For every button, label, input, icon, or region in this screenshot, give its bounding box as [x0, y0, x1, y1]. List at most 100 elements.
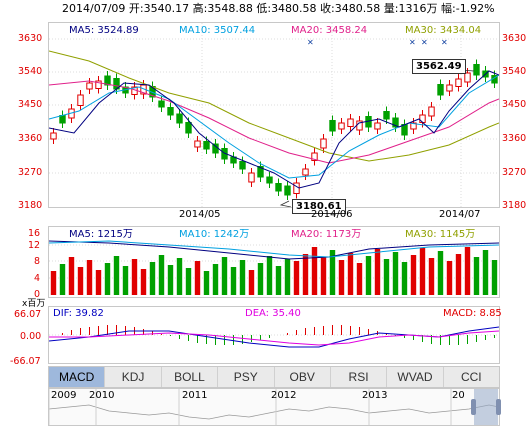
left-drag-handle[interactable] — [471, 399, 476, 415]
macd-chart-svg — [49, 325, 499, 348]
candle — [257, 161, 264, 182]
tab-boll[interactable]: BOLL — [162, 367, 219, 387]
ma-markers: ✕ ✕ ✕ ✕ — [307, 38, 448, 47]
overview-year: 2011 — [182, 390, 208, 401]
volume-label: 量: — [383, 2, 399, 15]
vol-y-tick: 4 — [34, 273, 41, 284]
volume-bar — [266, 256, 273, 295]
volume-bar — [347, 253, 354, 295]
indicator-tabs: MACD KDJ BOLL PSY OBV RSI WVAD CCI — [48, 366, 500, 388]
dea-line — [49, 330, 499, 346]
candle — [302, 164, 309, 180]
ma10-legend: MA10: 3507.44 — [179, 25, 256, 36]
volume-bar — [50, 271, 57, 295]
overview-year: 2010 — [89, 390, 115, 401]
candle — [464, 68, 471, 87]
volume-bar — [194, 261, 201, 295]
price-y-tick-left: 3360 — [18, 133, 43, 144]
volume-bar — [302, 254, 309, 295]
tab-macd[interactable]: MACD — [49, 367, 106, 387]
macd-y-tick: 66.07 — [14, 309, 42, 320]
volume-bar — [113, 256, 120, 295]
volume-bar — [257, 263, 264, 295]
high-value: 3548.88 — [207, 2, 253, 15]
volume-bar — [464, 247, 471, 295]
vol-ma10-legend: MA10: 1242万 — [179, 229, 250, 240]
candle — [77, 90, 84, 111]
volume-chart-svg — [49, 240, 499, 295]
vol-y-tick: 0 — [34, 289, 41, 300]
overview-year: 2012 — [271, 390, 297, 401]
volume-ma-line-2 — [49, 240, 499, 258]
dif-legend: DIF: 39.82 — [53, 308, 104, 319]
volume-bar — [221, 257, 228, 295]
candle — [194, 136, 201, 152]
change-label: 幅: — [441, 2, 456, 15]
right-drag-handle[interactable] — [496, 399, 501, 415]
price-y-tick-left: 3630 — [18, 33, 43, 44]
tab-wvad[interactable]: WVAD — [387, 367, 444, 387]
volume-bar — [176, 258, 183, 295]
volume-chart-panel[interactable]: MA5: 1215万 MA10: 1242万 MA20: 1173万 MA30:… — [48, 226, 500, 298]
tab-psy[interactable]: PSY — [218, 367, 275, 387]
volume-bar — [491, 260, 498, 295]
candle — [293, 178, 300, 199]
close-value: 3480.58 — [334, 2, 381, 15]
volume-bar — [131, 259, 138, 295]
price-y-tick-right: 3180 — [502, 200, 526, 211]
low-label: 低: — [256, 2, 272, 15]
price-chart-panel[interactable]: ✕ ✕ ✕ ✕ MA5: 3524.89 MA10: 3507.44 MA20: 34… — [48, 22, 500, 220]
macd-chart-panel[interactable]: DIF: 39.82 DEA: 35.40 MACD: 8.85 — [48, 306, 502, 364]
close-label: 收: — [320, 2, 335, 15]
volume-bar — [140, 269, 147, 295]
candle — [455, 74, 462, 92]
candle — [338, 118, 345, 134]
volume-bar — [185, 268, 192, 295]
price-y-tick-right: 3450 — [502, 99, 526, 110]
overview-year: 2009 — [51, 390, 77, 401]
volume-bar — [86, 260, 93, 295]
overview-line — [49, 404, 499, 420]
overview-navigator[interactable]: 2009 2010 2011 2012 2013 20 — [48, 388, 501, 426]
volume-bar — [203, 271, 210, 295]
volume-bar — [374, 249, 381, 295]
volume-bar — [230, 267, 237, 295]
overview-selection-window[interactable] — [471, 389, 501, 425]
candle — [104, 71, 111, 90]
volume-bar — [284, 259, 291, 295]
candle — [239, 156, 246, 174]
candle — [266, 172, 273, 188]
tab-kdj[interactable]: KDJ — [105, 367, 162, 387]
tab-rsi[interactable]: RSI — [331, 367, 388, 387]
vol-ma5-legend: MA5: 1215万 — [69, 229, 133, 240]
overview-year: 2013 — [362, 390, 388, 401]
dea-legend: DEA: 35.40 — [245, 308, 301, 319]
volume-bar — [149, 262, 156, 295]
quote-date: 2014/07/09 — [62, 2, 126, 15]
macd-legend: MACD: 8.85 — [443, 308, 502, 319]
volume-bar — [338, 260, 345, 295]
change-value: -1.92% — [455, 2, 495, 15]
tab-obv[interactable]: OBV — [275, 367, 331, 387]
tab-cci[interactable]: CCI — [460, 370, 482, 384]
volume-bar — [329, 250, 336, 295]
price-y-tick-left: 3540 — [18, 66, 43, 77]
volume-bar — [104, 263, 111, 295]
svg-text:✕: ✕ — [441, 38, 448, 47]
candle — [374, 118, 381, 134]
candle — [230, 152, 237, 168]
volume-bar — [158, 255, 165, 295]
candle — [446, 80, 453, 96]
volume-bar — [293, 261, 300, 295]
candle — [95, 76, 102, 94]
vol-y-tick: 12 — [28, 240, 41, 251]
volume-bar — [275, 266, 282, 295]
high-label: 高: — [192, 2, 208, 15]
volume-bar — [167, 265, 174, 295]
candle — [437, 79, 444, 100]
volume-bar — [401, 262, 408, 295]
x-tick-may: 2014/05 — [179, 209, 221, 220]
ma30-line — [49, 50, 499, 162]
candle — [383, 106, 390, 124]
price-y-tick-right: 3540 — [502, 66, 526, 77]
